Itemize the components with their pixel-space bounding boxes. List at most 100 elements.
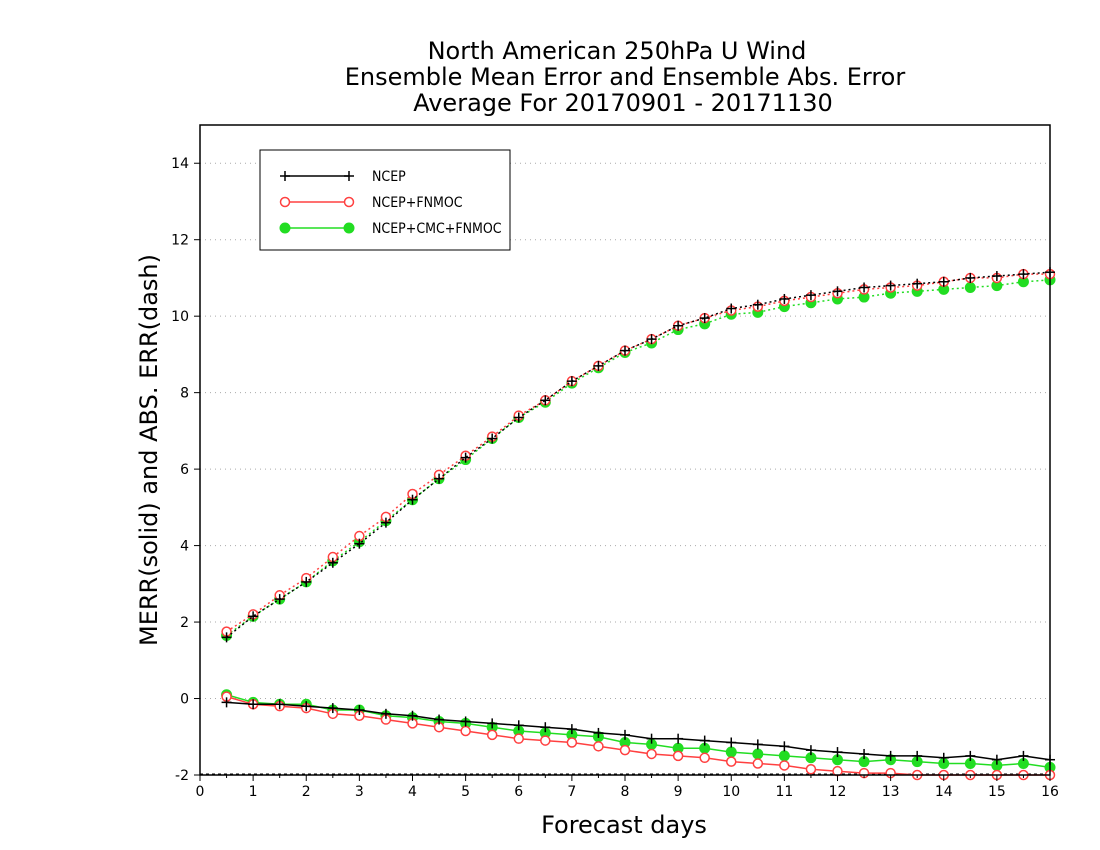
mean-error-point xyxy=(248,699,259,710)
mean-error-point xyxy=(938,752,949,763)
mean-error-point xyxy=(593,741,604,752)
abs-error-point xyxy=(221,632,232,643)
abs-error-point xyxy=(540,395,551,406)
mean-error-point xyxy=(221,697,232,708)
abs-error-point xyxy=(301,576,312,587)
mean-error-point xyxy=(752,739,763,750)
mean-error-point xyxy=(965,750,976,761)
x-tick-label: 12 xyxy=(829,784,847,800)
mean-error-point xyxy=(779,760,790,771)
mean-error-line xyxy=(226,701,1051,761)
mean-error-point xyxy=(593,727,604,738)
mean-error-point xyxy=(778,750,790,762)
abs-error-point xyxy=(620,345,630,356)
mean-error-point xyxy=(540,722,551,733)
abs-error-point xyxy=(513,412,524,423)
mean-error-point xyxy=(380,708,391,719)
x-tick-label: 3 xyxy=(355,784,364,800)
abs-error-point xyxy=(938,276,949,287)
legend-item: NCEP+FNMOC xyxy=(279,195,463,211)
mean-error-point xyxy=(513,733,524,744)
legend-label: NCEP+FNMOC xyxy=(372,195,463,211)
mean-error-point xyxy=(354,705,365,715)
chart-title-line-2: Ensemble Mean Error and Ensemble Abs. Er… xyxy=(345,63,906,91)
legend-item: NCEP+CMC+FNMOC xyxy=(279,221,502,237)
x-tick-label: 11 xyxy=(775,784,793,800)
abs-error-point xyxy=(726,303,737,314)
abs-error-point xyxy=(487,433,498,444)
legend: NCEP NCEP+FNMOC NCEP+CMC+FNMOC xyxy=(259,149,511,251)
mean-error-point xyxy=(301,701,312,712)
x-tick-label: 16 xyxy=(1041,784,1059,800)
x-tick-label: 8 xyxy=(621,784,630,800)
mean-error-point xyxy=(699,752,710,764)
mean-error-point xyxy=(460,716,471,727)
abs-error-point xyxy=(380,517,391,528)
x-tick-label: 10 xyxy=(722,784,740,800)
mean-error-point xyxy=(991,754,1002,765)
legend-box xyxy=(259,149,511,251)
mean-error-point xyxy=(487,718,498,729)
y-tick-label: 4 xyxy=(180,539,189,555)
mean-error-point xyxy=(619,744,631,756)
mean-error-point xyxy=(726,737,737,748)
abs-error-line xyxy=(226,271,1051,638)
abs-error-point xyxy=(805,290,816,301)
abs-error-point xyxy=(752,299,763,310)
x-tick-label: 4 xyxy=(408,784,417,800)
series-ncep-cmc-fnmoc xyxy=(221,274,1056,773)
mean-error-point xyxy=(885,750,896,761)
grid xyxy=(200,162,1050,775)
x-tick-label: 13 xyxy=(882,784,900,800)
mean-error-point xyxy=(620,729,630,740)
plot-frame xyxy=(199,124,1051,776)
y-tick-label: 2 xyxy=(180,615,189,631)
abs-error-point xyxy=(434,473,445,484)
abs-error-point xyxy=(593,360,604,371)
y-tick-label: 0 xyxy=(180,692,189,708)
legend-label: NCEP xyxy=(372,169,406,185)
abs-error-point xyxy=(248,611,259,622)
y-tick-label: 10 xyxy=(171,309,189,325)
y-tick-label: 6 xyxy=(180,462,189,478)
legend-marker xyxy=(343,196,355,208)
abs-error-point xyxy=(673,320,684,331)
y-axis-label: MERR(solid) and ABS. ERR(dash) xyxy=(135,254,163,646)
abs-error-point xyxy=(965,272,976,283)
mean-error-point xyxy=(486,729,498,741)
series-ncep xyxy=(221,267,1055,765)
legend-item: NCEP xyxy=(280,169,406,185)
mean-error-point xyxy=(566,737,578,748)
abs-error-point xyxy=(407,494,418,505)
y-tick-label: 8 xyxy=(180,386,189,402)
mean-error-point xyxy=(513,720,524,731)
abs-error-point xyxy=(327,557,338,568)
x-tick-label: 5 xyxy=(461,784,470,800)
x-axis-label: Forecast days xyxy=(541,811,707,839)
x-tick-label: 2 xyxy=(302,784,311,800)
legend-label: NCEP+CMC+FNMOC xyxy=(372,221,502,237)
mean-error-point xyxy=(646,748,657,760)
abs-error-point xyxy=(460,452,471,463)
chart-title: North American 250hPa U Wind Ensemble Me… xyxy=(345,37,906,117)
abs-error-point xyxy=(912,278,923,289)
mean-error-point xyxy=(274,699,285,710)
abs-error-point xyxy=(779,293,790,304)
abs-error-line xyxy=(226,279,1051,637)
mean-error-point xyxy=(1018,750,1029,761)
y-tick-label: -2 xyxy=(175,768,189,784)
x-tick-label: 15 xyxy=(988,784,1006,800)
mean-error-point xyxy=(779,741,790,752)
x-tick-label: 6 xyxy=(514,784,523,800)
mean-error-point xyxy=(699,735,710,746)
legend-marker xyxy=(343,222,355,234)
mean-error-point xyxy=(407,710,418,721)
mean-error-point xyxy=(752,758,764,769)
abs-error-point xyxy=(859,282,870,293)
x-tick-label: 9 xyxy=(674,784,683,800)
y-tick-label: 14 xyxy=(171,156,189,172)
mean-error-point xyxy=(646,733,657,744)
mean-error-point xyxy=(725,746,737,758)
y-tick-label: 12 xyxy=(171,233,189,249)
